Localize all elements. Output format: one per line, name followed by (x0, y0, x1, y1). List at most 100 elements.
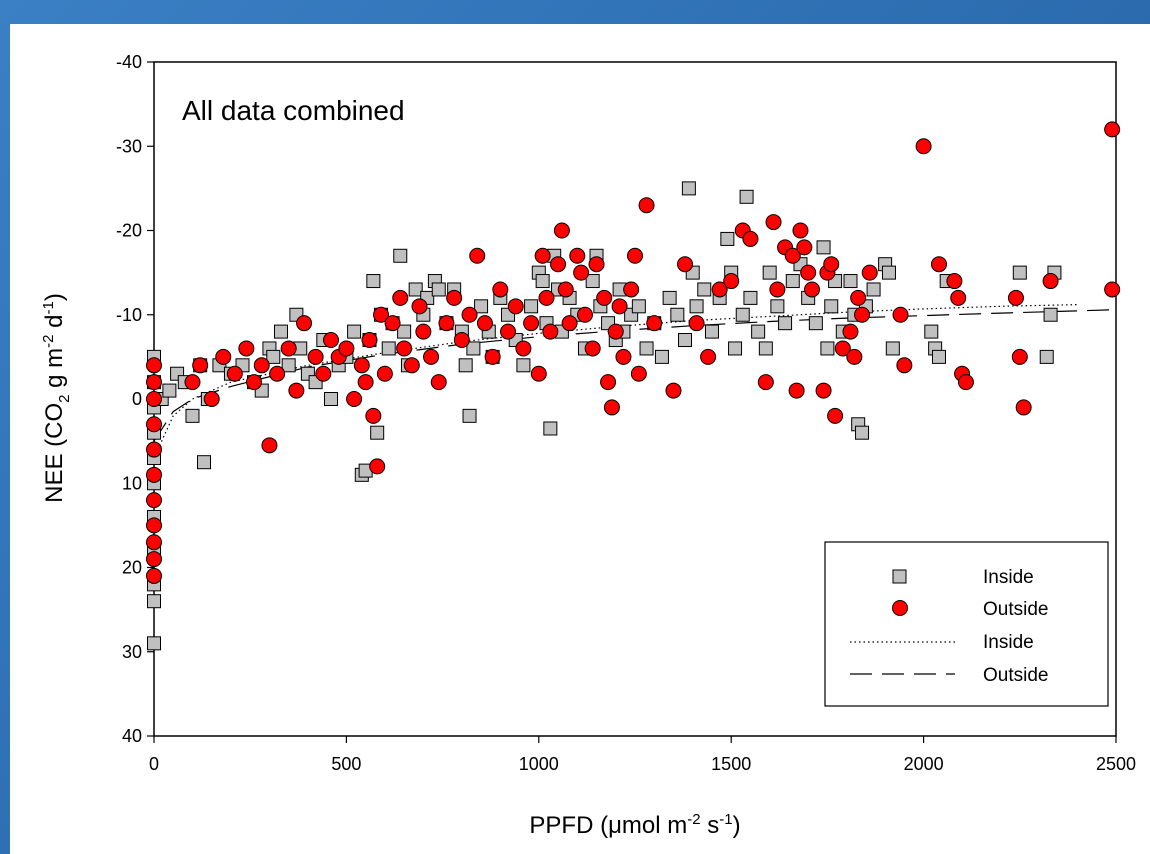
legend: Inside Outside Inside Outside (824, 541, 1109, 707)
inside-point (704, 324, 719, 339)
outside-point (396, 340, 413, 357)
outside-point (846, 348, 863, 365)
inside-point (785, 274, 800, 289)
outside-point (815, 382, 832, 399)
inside-point (689, 299, 704, 314)
outside-point (915, 138, 932, 155)
outside-point (323, 332, 340, 349)
outside-point (627, 247, 643, 264)
outside-point (415, 323, 432, 340)
outside-point (476, 315, 493, 332)
outside-point (507, 298, 524, 315)
inside-point (808, 316, 823, 331)
outside-point (792, 222, 809, 239)
outside-point (930, 256, 947, 273)
outside-point (361, 332, 378, 349)
inside-point (843, 274, 858, 289)
inside-point (654, 349, 669, 364)
outside-point (146, 416, 162, 433)
y-axis-label: NEE (CO2 g m-2 d-1) (40, 293, 73, 503)
outside-point (638, 197, 655, 214)
outside-point (561, 315, 578, 332)
outside-point (538, 289, 555, 306)
outside-point (346, 391, 363, 407)
outside-point (630, 365, 647, 382)
inside-point (751, 324, 766, 339)
outside-point (850, 289, 867, 306)
inside-point (639, 341, 654, 356)
inside-point (924, 324, 939, 339)
outside-point (569, 247, 586, 264)
outside-point (430, 374, 447, 391)
inside-point (631, 299, 646, 314)
inside-point (720, 231, 735, 246)
outside-point (542, 323, 559, 340)
outside-point (700, 348, 717, 365)
inside-point (735, 307, 750, 322)
inside-point (770, 299, 785, 314)
inside-point (662, 290, 677, 305)
inside-point (543, 421, 558, 436)
x-tick-label: 1000 (519, 754, 559, 774)
inside-point (585, 274, 600, 289)
inside-point (516, 358, 531, 373)
x-axis-label: PPFD (μmol m-2 s-1) (529, 811, 740, 839)
outside-point (788, 382, 805, 399)
outside-point (742, 230, 759, 247)
outside-point (338, 340, 355, 357)
inside-point (739, 189, 754, 204)
inside-point (778, 316, 793, 331)
outside-point (611, 298, 628, 315)
inside-point (281, 358, 296, 373)
inside-point (855, 425, 870, 440)
outside-point (357, 374, 374, 391)
inside-point (881, 265, 896, 280)
outside-point (246, 374, 263, 391)
outside-point (373, 306, 390, 323)
outside-point (553, 222, 570, 239)
inside-point (1043, 307, 1058, 322)
inside-point (458, 358, 473, 373)
y-tick-label: -30 (116, 136, 142, 156)
outside-point (854, 306, 871, 323)
outside-point (861, 264, 878, 281)
inside-point (885, 341, 900, 356)
outside-point (146, 391, 162, 407)
outside-point (1011, 348, 1028, 365)
legend-inside-marker (892, 569, 907, 584)
inside-point (393, 248, 408, 263)
inside-point (1012, 265, 1027, 280)
outside-point (757, 374, 774, 391)
x-tick-label: 2000 (904, 754, 944, 774)
outside-point (238, 340, 255, 357)
outside-point (369, 458, 386, 475)
outside-point (950, 289, 967, 306)
outside-point (146, 551, 162, 568)
y-tick-label: 0 (132, 389, 142, 409)
outside-point (315, 365, 332, 382)
inside-point (743, 290, 758, 305)
outside-point (461, 306, 478, 323)
outside-point (623, 281, 640, 298)
outside-point (392, 289, 409, 306)
x-tick-label: 500 (331, 754, 361, 774)
inside-point (408, 282, 423, 297)
inside-point (324, 392, 339, 406)
inside-point (185, 408, 200, 423)
outside-point (215, 348, 232, 365)
outside-point (446, 289, 463, 306)
outside-point (146, 374, 162, 391)
inside-point (816, 240, 831, 255)
inside-point (431, 282, 446, 297)
outside-point (146, 567, 162, 584)
outside-point (280, 340, 297, 357)
outside-point (573, 264, 590, 281)
outside-point (550, 256, 567, 273)
outside-point (146, 492, 162, 509)
inside-point (866, 282, 881, 297)
inside-point (931, 349, 946, 364)
inside-point (678, 333, 693, 348)
outside-point (269, 365, 286, 382)
outside-point (804, 281, 821, 298)
